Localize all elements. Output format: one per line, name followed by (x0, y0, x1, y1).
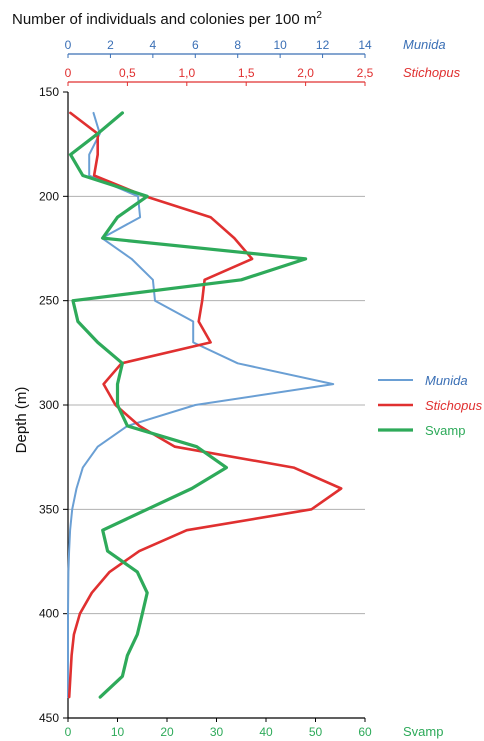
munida-x-tick-label: 0 (65, 38, 72, 52)
stichopus-x-tick-label: 1,0 (178, 66, 195, 80)
stichopus-axis-name: Stichopus (403, 65, 461, 80)
y-axis-label: Depth (m) (13, 387, 30, 454)
svamp-x-tick-label: 20 (160, 725, 174, 739)
munida-x-tick-label: 2 (107, 38, 114, 52)
munida-x-tick-label: 4 (150, 38, 157, 52)
y-tick-label: 300 (39, 398, 59, 412)
svamp-x-tick-label: 10 (111, 725, 125, 739)
legend: Munida Stichopus Svamp (378, 373, 483, 438)
legend-label-munida: Munida (425, 373, 468, 388)
y-tick-label: 450 (39, 711, 59, 725)
y-tick-label: 350 (39, 502, 59, 516)
stichopus-x-tick-label: 2,5 (357, 66, 374, 80)
munida-x-tick-label: 14 (358, 38, 372, 52)
munida-x-tick-label: 8 (234, 38, 241, 52)
munida-axis-name: Munida (403, 37, 446, 52)
legend-label-svamp: Svamp (425, 423, 465, 438)
series-line-svamp (68, 111, 308, 699)
munida-x-tick-label: 10 (273, 38, 287, 52)
munida-x-tick-label: 12 (316, 38, 330, 52)
y-tick-label: 250 (39, 294, 59, 308)
stichopus-x-tick-label: 1,5 (238, 66, 255, 80)
munida-x-tick-label: 6 (192, 38, 199, 52)
y-tick-label: 150 (39, 85, 59, 99)
stichopus-x-tick-label: 0,5 (119, 66, 136, 80)
svamp-x-tick-label: 0 (65, 725, 72, 739)
svamp-x-tick-label: 60 (358, 725, 372, 739)
stichopus-x-tick-label: 2,0 (297, 66, 314, 80)
chart-title: Number of individuals and colonies per 1… (12, 10, 322, 28)
series-line-munida (67, 111, 335, 699)
y-tick-label: 200 (39, 189, 59, 203)
y-tick-label: 400 (39, 607, 59, 621)
legend-label-stichopus: Stichopus (425, 398, 483, 413)
svamp-x-tick-label: 30 (210, 725, 224, 739)
svamp-x-tick-label: 50 (309, 725, 323, 739)
series-lines (67, 111, 343, 699)
svamp-x-tick-label: 40 (259, 725, 273, 739)
series-line-stichopus (67, 111, 343, 699)
svamp-axis-name: Svamp (403, 724, 443, 739)
stichopus-x-tick-label: 0 (65, 66, 72, 80)
grid-lines (68, 195, 365, 615)
